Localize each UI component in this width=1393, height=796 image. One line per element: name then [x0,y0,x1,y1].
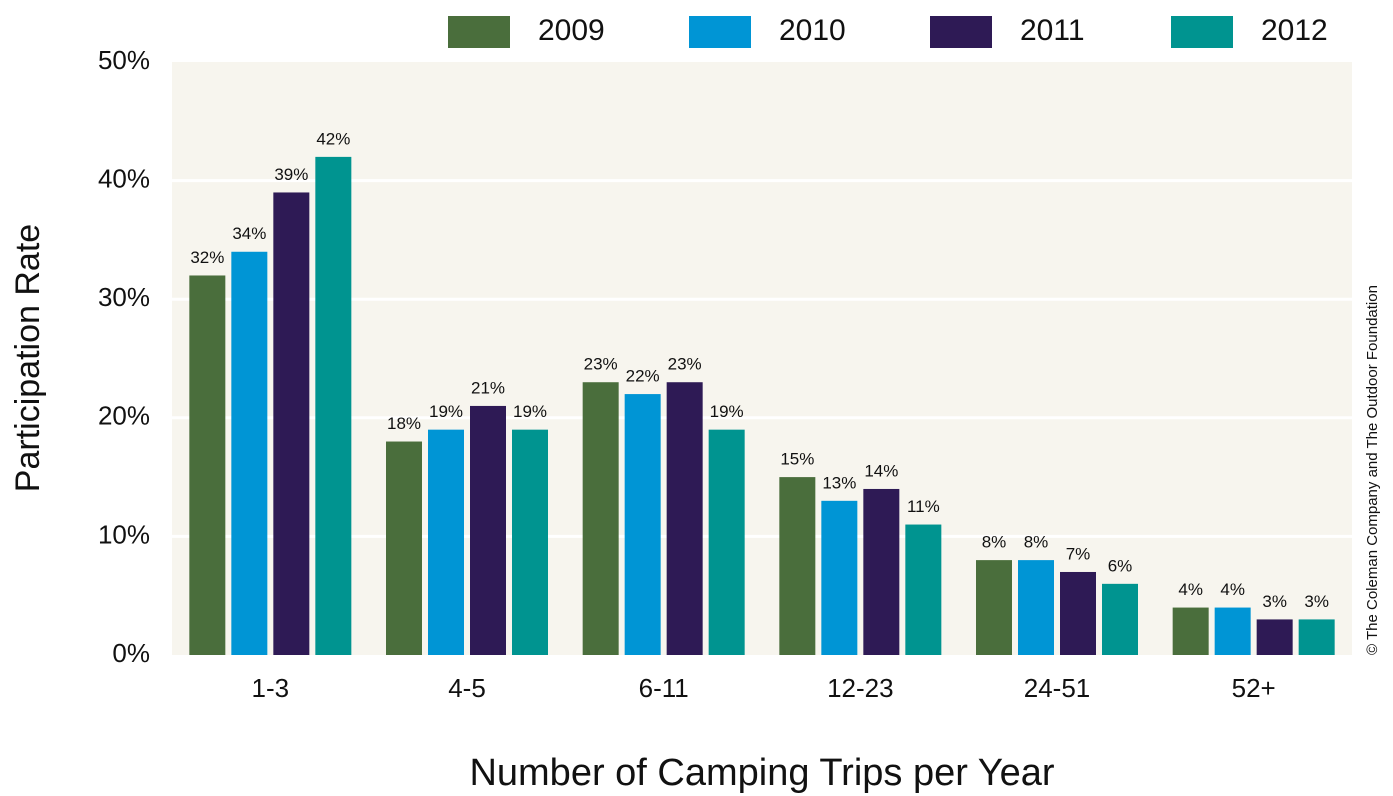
x-axis-label: Number of Camping Trips per Year [469,752,1054,794]
legend-label: 2011 [1020,14,1085,47]
value-label: 8% [1024,533,1049,552]
y-tick-label: 10% [98,519,150,549]
credit: © The Coleman Company and The Outdoor Fo… [1364,285,1381,655]
bar [315,156,352,655]
bar [1060,571,1096,655]
x-tick-label: 52+ [1232,673,1276,703]
value-label: 21% [471,378,505,397]
bar [273,192,310,655]
y-tick-label: 20% [98,401,150,431]
bar [512,429,548,655]
value-label: 7% [1066,544,1091,563]
plot-background [172,62,1352,655]
value-label: 13% [822,473,856,492]
value-label: 23% [668,355,702,374]
x-tick-label: 6-11 [639,673,689,703]
legend-swatch [1171,16,1233,48]
value-label: 6% [1108,556,1133,575]
bar [821,500,858,655]
value-label: 42% [316,129,350,148]
x-tick-label: 24-51 [1024,673,1091,703]
bar [1256,619,1293,655]
bar [231,251,268,655]
bar [708,429,745,655]
value-label: 15% [780,450,814,469]
value-label: 8% [982,533,1007,552]
y-tick-label: 40% [98,163,150,193]
value-label: 19% [429,402,463,421]
bar [189,275,226,655]
value-label: 39% [274,165,308,184]
legend-swatch [448,16,510,48]
value-label: 22% [626,367,660,386]
bar [428,429,464,655]
bar [386,441,422,655]
value-label: 23% [584,355,618,374]
legend-label: 2009 [538,14,605,47]
value-label: 18% [387,414,421,433]
bar [1102,583,1138,655]
bar [582,382,619,655]
bar [863,488,900,655]
y-tick-label: 30% [98,282,150,312]
value-label: 3% [1304,592,1329,611]
legend-swatch [930,16,992,48]
bar [905,524,942,655]
value-label: 14% [864,461,898,480]
legend-label: 2012 [1261,14,1328,47]
value-label: 3% [1262,592,1287,611]
legend-label: 2010 [779,14,846,47]
bar [624,394,661,655]
bar [779,477,816,655]
value-label: 34% [232,224,266,243]
value-label: 19% [710,402,744,421]
value-label: 4% [1220,580,1245,599]
bar [470,405,506,655]
bar [666,382,703,655]
y-tick-label: 0% [112,638,150,668]
bar [1214,607,1251,655]
value-label: 11% [907,497,940,516]
y-axis-label: Participation Rate [9,224,47,492]
x-tick-label: 12-23 [827,673,894,703]
legend-swatch [689,16,751,48]
bar [1298,619,1335,655]
value-label: 32% [190,248,224,267]
value-label: 4% [1178,580,1203,599]
y-tick-label: 50% [98,45,150,75]
x-tick-label: 4-5 [448,673,486,703]
bar [976,560,1012,655]
x-tick-label: 1-3 [252,673,290,703]
bar [1018,560,1054,655]
value-label: 19% [513,402,547,421]
bar [1172,607,1209,655]
